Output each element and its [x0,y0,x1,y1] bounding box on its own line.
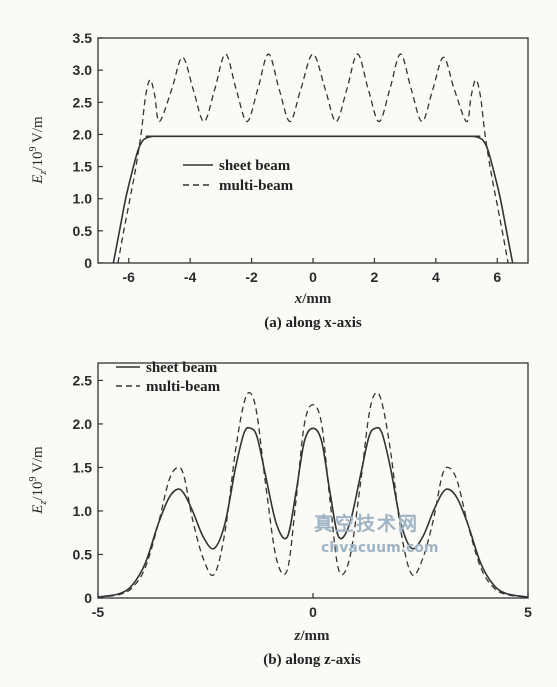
chart-a-x-tick-label: 0 [309,269,317,285]
chart-a-series-sheet-beam-line [112,135,514,264]
chart-b-legend: sheet beam multi-beam [116,360,221,395]
chart-b-series-sheet-beam-line [97,426,529,598]
chart-a-y-tick-label: 1.0 [73,191,93,207]
chart-a-y-tick-label: 0 [84,255,92,271]
chart-panel-b: -5 0 500.51.01.52.02.5 (b) along z-axis z/… [28,360,532,668]
chart-a-plot-frame [97,37,529,264]
chart-a-x-tick-label: 2 [371,269,379,285]
chart-a-x-tick-label: -4 [184,269,197,285]
chart-b-y-axis-label: Ez/109 V/m [28,446,49,515]
chart-b-series-multi-beam-line [97,391,529,598]
chart-a-y-tick-label: 3.0 [73,62,93,78]
chart-a-legend: sheet beam multi-beam [183,158,294,194]
legend-a-multi-beam-label: multi-beam [219,178,294,194]
legend-a-sheet-beam-label: sheet beam [219,158,291,174]
chart-a-x-axis-label: x/mm [294,291,332,307]
chart-b-y-tick-label: 1.0 [73,503,93,519]
chart-a-x-tick-label: -6 [122,269,135,285]
chart-a-x-tick-label: 6 [493,269,501,285]
chart-panel-a: -6 -4 -2 0 2 4 6 0 0.5 1.0 1.5 2.0 2.5 3.0 3.5 (a) alo… [28,30,529,331]
chart-a-x-tick-label: -2 [245,269,258,285]
chart-b-x-tick-label: 0 [309,604,317,620]
chart-b-y-tick-label: 2.0 [73,416,93,432]
chart-a-y-tick-label: 0.5 [73,223,93,239]
chart-a-y-tick-label: 1.5 [73,159,93,175]
chart-b-y-tick-label: 1.5 [73,459,93,475]
chart-a-caption: (a) along x-axis [264,315,362,331]
chart-a-y-tick-label: 2.5 [73,94,93,110]
watermark-title: 真空技术网 [314,512,419,535]
chart-b-x-axis-label: z/mm [293,628,330,644]
chart-b-x-tick-label: 5 [524,604,532,620]
chart-a-series-multi-beam-line [117,53,509,264]
chart-a-y-tick-label: 3.5 [73,30,93,46]
chart-b-plot-frame [97,362,529,599]
chart-b-caption: (b) along z-axis [263,652,361,668]
chart-b-y-tick-label: 0.5 [73,546,93,562]
chart-a-x-tick-label: 4 [432,269,440,285]
chart-b-x-tick-label: -5 [92,604,105,620]
legend-b-multi-beam-label: multi-beam [146,379,221,395]
watermark-url: chvacuum.com [321,540,438,556]
chart-b-y-tick-label: 2.5 [73,372,93,388]
legend-b-sheet-beam-label: sheet beam [146,360,218,376]
chart-a-y-axis-label: Ez/109 V/m [28,116,49,185]
chart-b-y-tick-label: 0 [84,590,92,606]
chart-a-y-tick-label: 2.0 [73,126,93,142]
